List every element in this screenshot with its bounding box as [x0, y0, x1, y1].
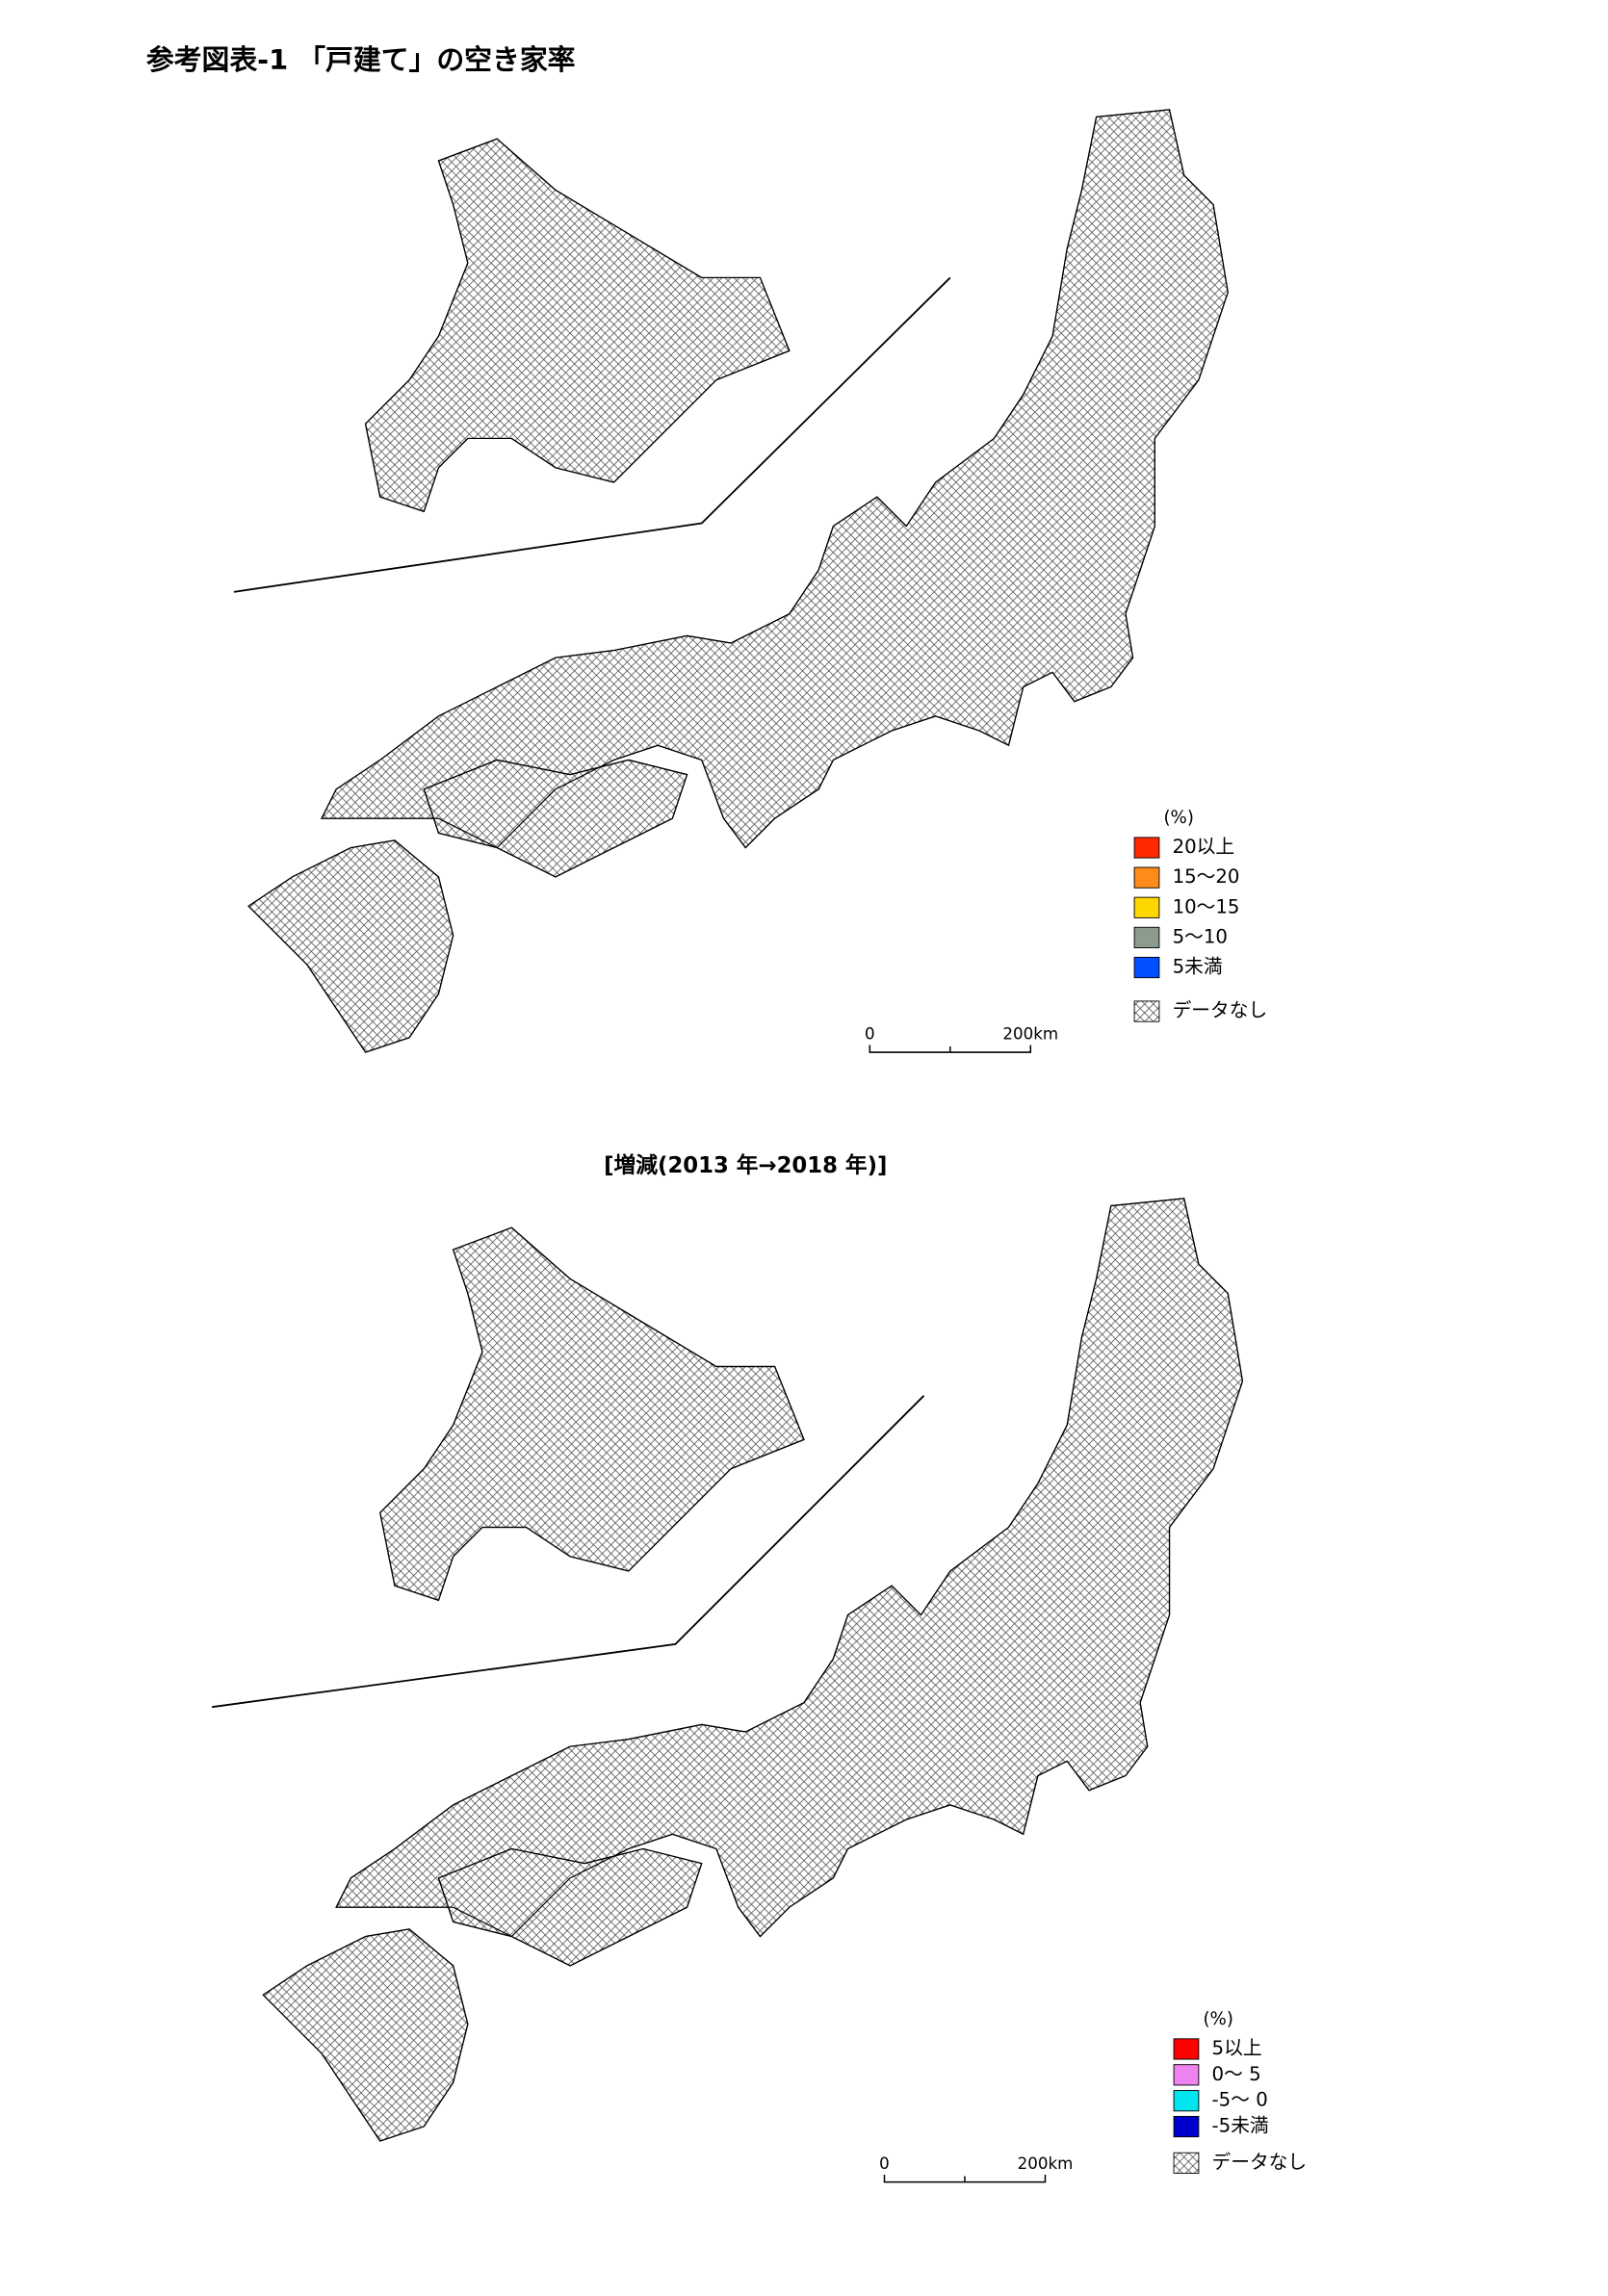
legend-label: 5～10	[1173, 925, 1228, 947]
scale-label: 200km	[1018, 2154, 1074, 2173]
change-map	[212, 1198, 1244, 2142]
legend-swatch	[1173, 2064, 1200, 2086]
scale-label: 0	[879, 2154, 890, 2173]
scale-label: 0	[865, 1024, 875, 1043]
legend-label: 20以上	[1173, 836, 1235, 858]
vacancy-rate-map	[233, 109, 1230, 1053]
legend-label: 10～15	[1173, 895, 1240, 917]
legend-label: データなし	[1173, 999, 1268, 1021]
page-title: 参考図表-1 「戸建て」の空き家率	[146, 43, 576, 76]
scale-bar	[883, 2174, 1047, 2183]
legend-swatch	[1133, 896, 1160, 918]
legend-label: 0～ 5	[1212, 2063, 1261, 2085]
subtitle: [増減(2013 年→2018 年)]	[604, 1152, 887, 1178]
legend-swatch	[1133, 956, 1160, 979]
legend-swatch	[1133, 837, 1160, 859]
scale-label: 200km	[1002, 1024, 1058, 1043]
legend-label: 15～20	[1173, 865, 1240, 888]
legend-swatch	[1133, 866, 1160, 889]
legend-label: 5以上	[1212, 2037, 1262, 2059]
legend-swatch	[1173, 2115, 1200, 2138]
legend-swatch	[1133, 1000, 1160, 1022]
legend-label: -5～ 0	[1212, 2089, 1268, 2111]
legend-unit: (%)	[1163, 808, 1194, 828]
legend-label: -5未満	[1212, 2115, 1269, 2137]
legend-swatch	[1133, 926, 1160, 948]
scale-bar	[869, 1045, 1032, 1053]
legend-label: 5未満	[1173, 956, 1223, 978]
legend-swatch	[1173, 2038, 1200, 2060]
legend-swatch	[1173, 2090, 1200, 2112]
legend-unit: (%)	[1203, 2009, 1233, 2029]
legend-label: データなし	[1212, 2151, 1308, 2173]
legend-swatch	[1173, 2152, 1200, 2174]
